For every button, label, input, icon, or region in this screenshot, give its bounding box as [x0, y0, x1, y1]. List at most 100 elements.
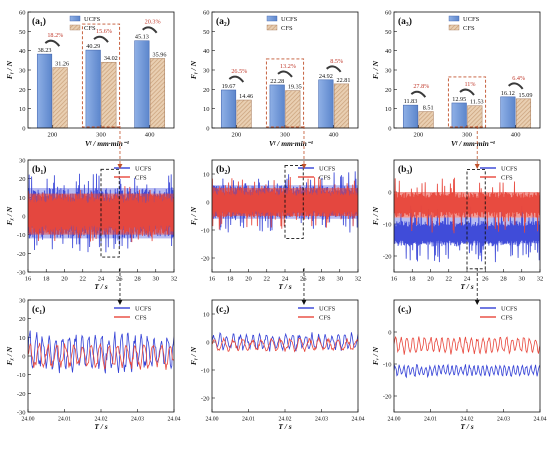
- plot-frame: [211, 299, 359, 413]
- y-axis-label: Fᵧ / N: [189, 346, 198, 365]
- x-tick-label: 16: [209, 276, 216, 283]
- y-axis-label: Fᵧ / N: [189, 206, 198, 225]
- bar-value-label: 45.13: [135, 34, 149, 41]
- legend-label: CFS: [319, 175, 331, 182]
- panel-label: (a₂): [216, 16, 230, 27]
- bar-ucfs: [500, 96, 516, 129]
- x-tick-label: 24.00: [21, 417, 34, 423]
- x-tick-label: 24.04: [167, 417, 180, 423]
- reduction-arrow: [228, 75, 245, 83]
- y-tick-label: 10: [19, 195, 26, 202]
- x-axis-label: Vᶠ / mm·min⁻¹: [451, 139, 495, 148]
- bar-value-label: 11.53: [470, 99, 484, 106]
- bar-cfs: [333, 83, 350, 129]
- x-tick-label: 32: [171, 276, 178, 283]
- y-tick-label: 10: [203, 172, 210, 179]
- highlight-box: [265, 58, 305, 128]
- reduction-arrow: [410, 90, 427, 98]
- y-tick-label: -20: [383, 394, 392, 401]
- y-tick-label: 30: [385, 68, 392, 75]
- bar-value-label: 16.12: [501, 90, 515, 97]
- legend-swatch-ucfs: [69, 15, 81, 22]
- plot-frame: [393, 299, 541, 413]
- y-tick-label: 40: [203, 48, 210, 55]
- x-tick-label: 30: [519, 276, 526, 283]
- legend-label: CFS: [501, 175, 513, 182]
- x-tick-label: 28: [318, 276, 325, 283]
- panel-label: (a₁): [32, 16, 46, 27]
- y-tick-label: -20: [201, 396, 210, 403]
- y-tick-label: 10: [203, 312, 210, 319]
- bar-cfs: [467, 105, 483, 129]
- reduction-arrow: [44, 39, 61, 47]
- y-tick-label: -20: [383, 254, 392, 261]
- legend-label: UCFS: [281, 16, 298, 23]
- y-tick-label: 10: [385, 106, 392, 113]
- y-tick-label: 20: [19, 316, 26, 323]
- x-tick-label: 24.02: [460, 417, 473, 423]
- x-tick-label: 300: [280, 132, 290, 139]
- y-tick-label: 20: [203, 87, 210, 94]
- y-axis-label: Fᵥ / N: [371, 346, 380, 365]
- bar-value-label: 19.67: [222, 83, 236, 90]
- y-tick-label: -10: [17, 372, 26, 379]
- y-axis-label: Fᵪ / N: [5, 346, 14, 365]
- y-tick-label: 20: [19, 176, 26, 183]
- zoom-window-box: [284, 165, 304, 239]
- x-tick-label: 200: [47, 132, 57, 139]
- x-tick-label: 24.03: [131, 417, 144, 423]
- panel-label: (c₃): [398, 304, 411, 315]
- x-tick-label: 28: [500, 276, 507, 283]
- x-tick-label: 20: [245, 276, 252, 283]
- reduction-arrow: [142, 26, 158, 34]
- x-tick-label: 300: [96, 132, 106, 139]
- y-tick-label: 20: [19, 87, 26, 94]
- percent-label: 15.6%: [96, 28, 112, 35]
- bar-cfs: [515, 98, 532, 129]
- zoom-window-box: [100, 168, 120, 258]
- legend-label: UCFS: [319, 306, 336, 313]
- y-axis-label: Fᵧ / N: [5, 60, 14, 79]
- series-line-cfs: [28, 342, 174, 370]
- x-tick-label: 22: [446, 276, 453, 283]
- panel-label: (b₁): [32, 164, 46, 175]
- x-tick-label: 18: [227, 276, 234, 283]
- x-axis-label: T / s: [460, 422, 473, 431]
- x-tick-label: 400: [329, 132, 339, 139]
- panel-c1: -30 -20 -10 0 10 20 30 24.00 24.01 24.02 24.03 24.0…: [5, 298, 181, 432]
- panel-label: (c₁): [32, 304, 45, 315]
- arrow-head: [474, 164, 480, 169]
- legend-swatch-cfs: [448, 24, 460, 31]
- bar-value-label: 8.51: [423, 105, 434, 112]
- x-tick-label: 24.04: [351, 417, 364, 423]
- y-tick-label: 50: [385, 29, 392, 36]
- y-tick-label: 30: [19, 158, 26, 165]
- percent-label: 26.5%: [231, 68, 247, 75]
- x-tick-label: 24.03: [497, 417, 510, 423]
- y-axis-label: Fᵥ / N: [371, 206, 380, 225]
- plot-area: [28, 330, 174, 374]
- y-tick-label: 10: [19, 106, 26, 113]
- y-tick-label: -10: [201, 368, 210, 375]
- y-tick-label: 0: [388, 330, 391, 337]
- x-axis-label: T / s: [278, 282, 291, 291]
- reduction-arrow: [508, 82, 524, 90]
- plot-frame: [27, 159, 175, 273]
- y-tick-label: 0: [22, 354, 25, 361]
- percent-label: 27.8%: [413, 83, 429, 90]
- bar-value-label: 12.95: [452, 96, 466, 103]
- bar-value-label: 22.81: [337, 77, 351, 84]
- bar-ucfs: [134, 40, 150, 129]
- panel-a3: 0 10 20 30 40 50 60 200 300 400 11.83 8.51 27.8% 12.9…: [371, 10, 541, 148]
- y-tick-label: 0: [206, 200, 209, 207]
- legend-label: CFS: [501, 315, 513, 322]
- bar-value-label: 22.28: [270, 78, 284, 85]
- y-tick-label: -20: [17, 391, 26, 398]
- legend-label: UCFS: [135, 306, 152, 313]
- zoom-window-box: [466, 169, 486, 270]
- x-tick-label: 24.01: [242, 417, 255, 423]
- bar-value-label: 35.96: [153, 51, 167, 58]
- x-tick-label: 22: [80, 276, 87, 283]
